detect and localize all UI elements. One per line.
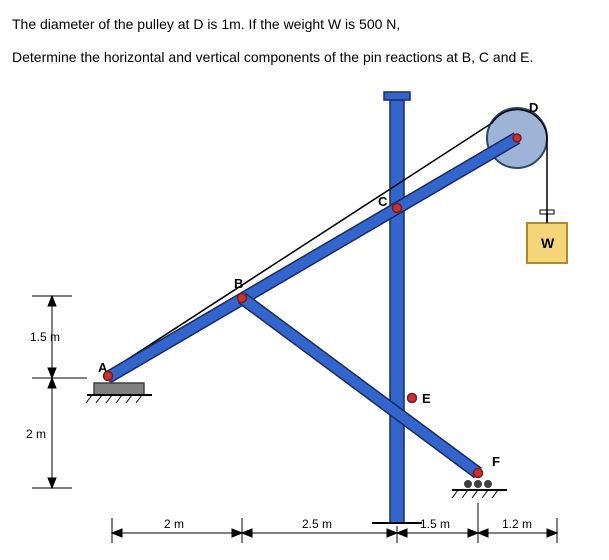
dim-vertical-group: 1.5 m 2 m	[26, 296, 87, 488]
dim-v1: 1.5 m	[30, 330, 60, 344]
dim-h4: 1.2 m	[502, 517, 532, 531]
label-w: W	[541, 235, 555, 251]
label-d: D	[529, 100, 538, 115]
label-a: A	[98, 360, 108, 375]
dim-h3: 1.5 m	[420, 517, 450, 531]
mast-cap	[384, 92, 410, 100]
dim-horizontal-group: 2 m 2.5 m 1.5 m 1.2 m	[112, 503, 557, 543]
label-b: B	[234, 276, 243, 291]
support-f-roller	[452, 480, 507, 498]
pin-e	[408, 394, 417, 403]
problem-line-2: Determine the horizontal and vertical co…	[12, 45, 597, 70]
pin-d	[513, 134, 521, 142]
support-a-hatch	[86, 395, 142, 403]
mechanics-diagram: A B C D E F W 1.5 m 2 m 2 m 2.5 m	[12, 78, 597, 548]
pin-b	[238, 294, 247, 303]
label-e: E	[422, 391, 431, 406]
label-f: F	[492, 454, 500, 469]
dim-v2: 2 m	[26, 427, 46, 441]
dim-h2: 2.5 m	[302, 517, 332, 531]
dim-h1: 2 m	[164, 517, 184, 531]
pin-c	[393, 204, 402, 213]
problem-line-1: The diameter of the pulley at D is 1m. I…	[12, 12, 597, 37]
label-c: C	[378, 194, 388, 209]
pin-f	[474, 469, 483, 478]
support-a-block	[94, 383, 144, 395]
mast	[390, 98, 404, 523]
